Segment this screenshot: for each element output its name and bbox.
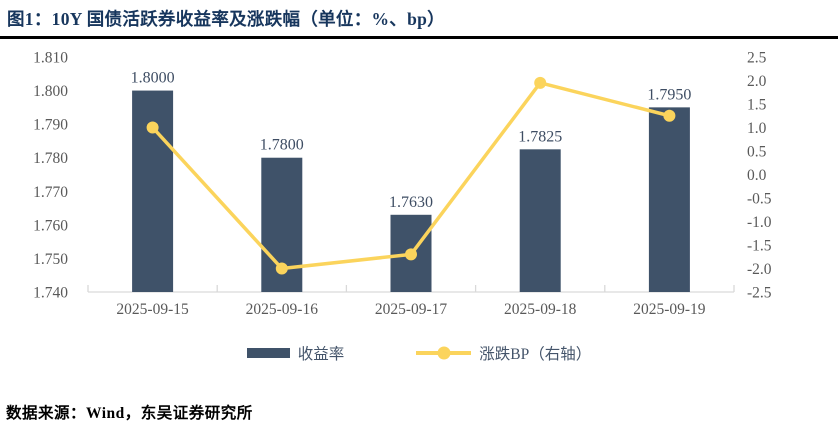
line-marker-dot: [437, 346, 451, 360]
data-source: 数据来源：Wind，东吴证券研究所: [6, 405, 253, 422]
line-series-swatch: [416, 346, 472, 360]
right-axis-tick-label: 1.5: [747, 97, 767, 114]
right-axis-tick-label: -1.0: [747, 214, 772, 231]
title-divider: [0, 36, 838, 39]
bar-value-label: 1.7825: [518, 128, 562, 145]
bar-value-label: 1.7630: [389, 194, 433, 211]
figure-title: 图1：10Y 国债活跃券收益率及涨跌幅（单位：%、bp）: [7, 9, 445, 29]
yield-combo-chart: 1.810 1.800 1.790 1.780 1.770 1.760 1.750 1.740…: [33, 50, 772, 319]
bar-value-label: 1.7950: [647, 86, 691, 103]
left-axis-tick-label: 1.750: [33, 251, 68, 268]
yield-bar: [648, 107, 690, 292]
left-axis-tick-label: 1.810: [33, 50, 68, 67]
right-axis-tick-label: 2.0: [747, 73, 767, 90]
yield-bar: [132, 90, 174, 292]
left-axis-tick-label: 1.740: [33, 285, 68, 302]
left-axis-tick-label: 1.780: [33, 150, 68, 167]
right-axis-tick-label: -2.5: [747, 285, 772, 302]
right-axis-tick-label: 0.5: [747, 144, 767, 161]
bp-change-marker: [534, 76, 547, 89]
right-axis-tick-label: 1.0: [747, 120, 767, 137]
right-axis-tick-label: 0.0: [747, 167, 767, 184]
legend-label-yield: 收益率: [297, 346, 345, 363]
legend-item-bp: 涨跌BP（右轴）: [416, 342, 591, 364]
bar-value-label: 1.8000: [131, 70, 175, 87]
legend-label-bp: 涨跌BP（右轴）: [479, 346, 592, 363]
x-axis-category-label: 2025-09-19: [633, 301, 706, 318]
bp-change-marker: [663, 109, 676, 122]
right-axis-tick-label: 2.5: [747, 50, 767, 67]
left-axis-tick-label: 1.800: [33, 83, 68, 100]
x-axis-category-label: 2025-09-15: [116, 301, 189, 318]
x-axis-category-label: 2025-09-18: [504, 301, 577, 318]
chart-legend: 收益率 涨跌BP（右轴）: [0, 342, 838, 364]
right-axis-tick-label: -0.5: [747, 191, 772, 208]
x-axis-category-label: 2025-09-16: [246, 301, 319, 318]
x-axis-category-label: 2025-09-17: [375, 301, 448, 318]
right-axis-tick-label: -2.0: [747, 261, 772, 278]
yield-bar: [519, 149, 561, 292]
bar-value-label: 1.7800: [260, 137, 304, 154]
bp-change-marker: [405, 248, 417, 261]
right-axis-tick-label: -1.5: [747, 238, 772, 255]
bar-series-swatch: [246, 348, 290, 358]
left-axis-tick-label: 1.790: [33, 117, 68, 134]
left-axis-tick-label: 1.760: [33, 217, 68, 234]
left-axis-tick-label: 1.770: [33, 184, 68, 201]
bp-change-marker: [146, 121, 159, 134]
bp-change-marker: [275, 262, 288, 275]
legend-item-yield: 收益率: [246, 342, 345, 364]
